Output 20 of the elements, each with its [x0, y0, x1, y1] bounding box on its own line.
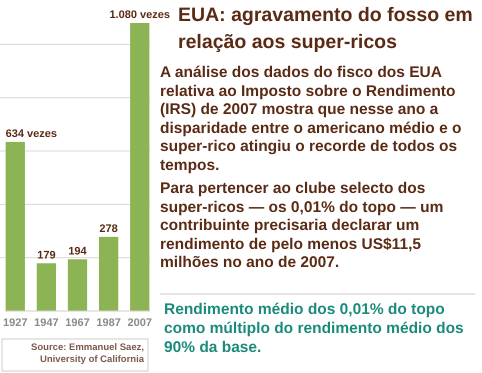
x-tick-label: 1967	[65, 316, 90, 329]
x-tick-label: 1987	[96, 316, 121, 329]
data-label: 194	[68, 245, 88, 258]
x-tick-label: 1947	[34, 316, 59, 329]
data-label: 1.080 vezes	[109, 9, 170, 21]
text: EUA: agravamento do fosso em relação aos super-ricos	[178, 3, 474, 55]
text: Para pertencer ao clube selecto dos super-ricos — os 0,01% do topo — um contribuinte precisaria declarar um rendimento de pelo menos US$11,5 milhões no ano de 2007.	[160, 180, 444, 272]
data-label: 179	[37, 249, 56, 262]
bar	[6, 142, 25, 311]
data-label: 278	[99, 222, 118, 235]
x-tick-label: 1927	[3, 316, 28, 329]
data-label: 634 vezes	[6, 128, 58, 140]
bar	[98, 236, 118, 311]
bar	[130, 23, 150, 311]
source-note: Source: Emmanuel Saez, University of California	[30, 342, 144, 366]
bar	[68, 259, 88, 311]
text: A análise dos dados do fisco dos EUA relativa ao Imposto sobre o Rendimento (IRS) de 2007 mostra que nesse ano a disparidade entre o americano médio e o super-rico atingiu o recorde de todos os tempos.	[160, 64, 462, 175]
bar	[36, 263, 56, 311]
text: Rendimento médio dos 0,01% do topo como múltiplo do rendimento médio dos 90% da base.	[164, 300, 464, 357]
x-tick-label: 2007	[127, 316, 152, 329]
